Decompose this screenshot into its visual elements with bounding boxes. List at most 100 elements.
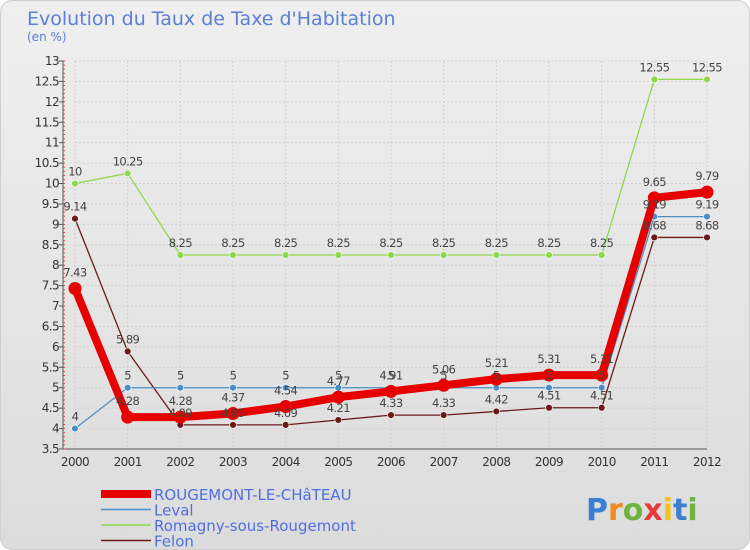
x-tick-label: 2002 xyxy=(166,455,194,469)
y-tick-label: 7.5 xyxy=(42,279,59,293)
y-tick-label: 4 xyxy=(52,422,59,436)
data-label: 5.06 xyxy=(432,362,455,376)
data-label: 8.68 xyxy=(643,218,666,232)
data-label: 4.91 xyxy=(379,368,402,382)
data-point xyxy=(489,372,503,386)
data-point xyxy=(703,233,711,242)
data-label: 5 xyxy=(388,369,395,383)
data-point xyxy=(492,407,501,416)
data-label: 12.55 xyxy=(692,60,722,74)
y-tick-label: 5 xyxy=(52,381,59,395)
x-tick-label: 2003 xyxy=(219,455,247,469)
data-label: 9.79 xyxy=(695,169,718,183)
data-point xyxy=(281,251,290,259)
y-tick-label: 12.5 xyxy=(35,74,59,88)
data-label: 5 xyxy=(546,369,553,383)
y-tick-label: 9.5 xyxy=(42,197,59,211)
data-label: 4.21 xyxy=(327,401,350,415)
data-point xyxy=(281,384,290,392)
data-point xyxy=(334,416,343,424)
series-lines xyxy=(68,75,714,433)
data-label: 10.25 xyxy=(113,154,143,168)
data-point xyxy=(650,75,659,84)
data-label: 5 xyxy=(282,369,289,383)
legend-label: Romagny-sous-Rougemont xyxy=(154,517,356,535)
y-tick-label: 11 xyxy=(45,136,59,150)
x-tick-label: 2009 xyxy=(535,455,563,469)
data-point xyxy=(123,347,132,356)
y-tick-label: 4.5 xyxy=(42,401,59,415)
data-point xyxy=(647,191,661,205)
y-tick-label: 9 xyxy=(52,217,59,231)
data-point xyxy=(595,368,609,382)
data-point xyxy=(492,251,501,259)
y-tick-label: 7 xyxy=(52,299,59,313)
data-point xyxy=(71,214,79,223)
y-tick-label: 3.5 xyxy=(42,442,59,456)
data-label: 8.25 xyxy=(327,236,350,250)
y-tick-label: 13 xyxy=(45,54,59,68)
data-label: 4.54 xyxy=(274,384,297,398)
data-label: 8.25 xyxy=(379,236,402,250)
data-point xyxy=(334,251,343,259)
data-label: 4.09 xyxy=(169,406,192,420)
data-label: 5 xyxy=(335,369,342,383)
data-label: 5 xyxy=(124,369,131,383)
logo-letter: i xyxy=(663,493,673,528)
logo-letter: t xyxy=(673,493,687,528)
data-label: 5 xyxy=(598,369,605,383)
logo-letter: r xyxy=(608,493,623,528)
grid-lines xyxy=(74,60,708,450)
data-label: 4.51 xyxy=(590,389,613,403)
data-label: 4.37 xyxy=(221,390,244,404)
data-label: 9.14 xyxy=(63,200,86,214)
data-labels: 7.43 4.28 4.28 4.37 4.54 4.77 4.91 5.06 5.21 5.31… xyxy=(63,60,722,423)
data-label: 4.42 xyxy=(485,392,508,406)
data-point xyxy=(226,406,240,420)
data-point xyxy=(650,233,659,242)
data-point xyxy=(121,410,135,424)
data-point xyxy=(176,251,185,259)
x-tick-label: 2012 xyxy=(693,455,721,469)
y-tick-label: 11.5 xyxy=(35,115,59,129)
data-label: 4.28 xyxy=(116,394,139,408)
data-label: 7.43 xyxy=(63,265,86,279)
data-label: 9.19 xyxy=(643,198,666,212)
data-label: 5 xyxy=(177,369,184,383)
data-label: 8.25 xyxy=(590,236,613,250)
data-point xyxy=(173,410,187,424)
data-point xyxy=(703,75,711,84)
data-point xyxy=(545,404,553,412)
data-label: 8.25 xyxy=(169,236,192,250)
data-label: 8.25 xyxy=(537,236,560,250)
y-tick-label: 6.5 xyxy=(42,319,59,333)
data-label: 8.25 xyxy=(221,236,244,250)
data-label: 8.25 xyxy=(274,236,297,250)
data-point xyxy=(542,368,556,382)
legend-label: ROUGEMONT-LE-CHâTEAU xyxy=(154,486,352,504)
y-tick-label: 10.5 xyxy=(35,156,59,170)
data-label: 10 xyxy=(68,165,82,179)
data-point xyxy=(387,251,395,259)
y-tick-label: 10 xyxy=(45,177,59,191)
x-tick-label: 2008 xyxy=(482,455,510,469)
data-point xyxy=(71,179,79,188)
data-label: 5 xyxy=(230,369,237,383)
data-label: 5 xyxy=(440,369,447,383)
brand-logo: Proxiti xyxy=(586,493,698,528)
data-point xyxy=(597,384,606,392)
data-point xyxy=(545,384,553,392)
data-label: 4.51 xyxy=(537,389,560,403)
x-tick-label: 2001 xyxy=(114,455,142,469)
chart-title: Evolution du Taux de Taxe d'Habitation xyxy=(27,8,396,30)
data-label: 9.19 xyxy=(695,198,718,212)
data-label: 5.21 xyxy=(485,356,508,370)
x-tick-label: 2006 xyxy=(377,455,405,469)
data-point xyxy=(68,281,82,295)
y-tick-label: 12 xyxy=(45,95,59,109)
y-axis-ticks: 3.5 4 4.5 5 5.5 6 6.5 7 7.5 8 8.5 9 9.5 10 10.5 11 11.5 1… xyxy=(35,54,60,456)
data-point xyxy=(229,421,237,429)
x-tick-label: 2011 xyxy=(640,455,668,469)
data-label: 4.09 xyxy=(274,406,297,420)
